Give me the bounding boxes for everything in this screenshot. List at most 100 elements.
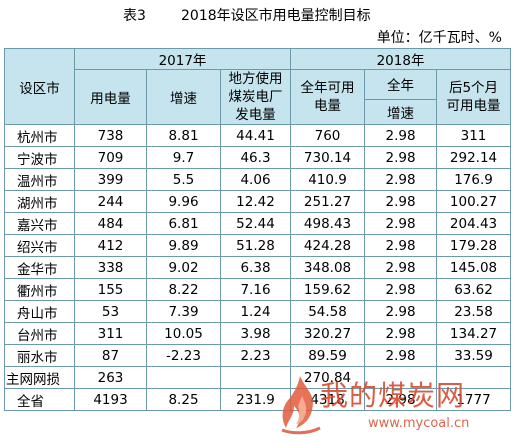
- value-cell: 4.06: [219, 168, 292, 191]
- table-row: 主网网损 263 270.84: [4, 366, 512, 389]
- value-cell: 738: [74, 124, 147, 147]
- header-full-year-growth: 增速: [364, 98, 438, 126]
- table-caption: 2018年设区市用电量控制目标: [181, 8, 371, 24]
- table-row: 嘉兴市 484 6.81 52.44 498.43 2.98 204.43: [4, 212, 512, 235]
- value-cell: 424.28: [290, 234, 366, 257]
- value-cell: 7.39: [146, 300, 221, 323]
- region-cell: 温州市: [4, 168, 75, 191]
- value-cell: 270.84: [290, 366, 366, 389]
- header-region: 设区市: [4, 48, 75, 125]
- value-cell: 87: [74, 344, 147, 367]
- value-cell: 176.9: [436, 168, 512, 191]
- header-growth: 增速: [146, 69, 221, 125]
- value-cell: 348.08: [290, 256, 366, 279]
- value-cell: 244: [74, 190, 147, 213]
- region-cell: 宁波市: [4, 146, 75, 169]
- value-cell: -2.23: [146, 344, 221, 367]
- table-row: 台州市 311 10.05 3.98 320.27 2.98 134.27: [4, 322, 512, 345]
- watermark-url: www.mycoal.cn: [368, 416, 470, 431]
- value-cell: 4318: [290, 388, 366, 411]
- value-cell: 498.43: [290, 212, 366, 235]
- value-cell: 204.43: [436, 212, 512, 235]
- table-row: 杭州市 738 8.81 44.41 760 2.98 311: [4, 124, 512, 147]
- header-full-year: 全年: [364, 69, 438, 100]
- value-cell: 8.25: [146, 388, 221, 411]
- value-cell: 311: [74, 322, 147, 345]
- value-cell: 5.5: [146, 168, 221, 191]
- value-cell: 311: [436, 124, 512, 147]
- value-cell: 412: [74, 234, 147, 257]
- value-cell: 8.22: [146, 278, 221, 301]
- value-cell: 2.98: [364, 388, 438, 411]
- value-cell: 52.44: [219, 212, 292, 235]
- value-cell: 9.96: [146, 190, 221, 213]
- value-cell: 155: [74, 278, 147, 301]
- value-cell: 410.9: [290, 168, 366, 191]
- value-cell: 3.98: [219, 322, 292, 345]
- header-2017: 2017年: [73, 48, 292, 70]
- value-cell: 730.14: [290, 146, 366, 169]
- table-row: 丽水市 87 -2.23 2.23 89.59 2.98 33.59: [4, 344, 512, 367]
- header-last5-months: 后5个月 可用电量: [436, 69, 512, 125]
- value-cell: 1777: [436, 388, 512, 411]
- value-cell: 2.98: [364, 168, 438, 191]
- value-cell: 54.58: [290, 300, 366, 323]
- value-cell: 2.98: [364, 322, 438, 345]
- region-cell: 绍兴市: [4, 234, 75, 257]
- value-cell: 33.59: [436, 344, 512, 367]
- table-row: 舟山市 53 7.39 1.24 54.58 2.98 23.58: [4, 300, 512, 323]
- value-cell: 263: [74, 366, 147, 389]
- value-cell: 709: [74, 146, 147, 169]
- value-cell: 1.24: [219, 300, 292, 323]
- value-cell: [436, 366, 512, 389]
- region-cell: 嘉兴市: [4, 212, 75, 235]
- value-cell: 44.41: [219, 124, 292, 147]
- value-cell: 10.05: [146, 322, 221, 345]
- value-cell: 2.98: [364, 256, 438, 279]
- table-row: 金华市 338 9.02 6.38 348.08 2.98 145.08: [4, 256, 512, 279]
- value-cell: 399: [74, 168, 147, 191]
- value-cell: 179.28: [436, 234, 512, 257]
- value-cell: 4193: [74, 388, 147, 411]
- value-cell: 2.98: [364, 190, 438, 213]
- header-annual-available: 全年可用 电量: [290, 69, 366, 125]
- value-cell: 2.98: [364, 278, 438, 301]
- table-row: 湖州市 244 9.96 12.42 251.27 2.98 100.27: [4, 190, 512, 213]
- region-cell: 衢州市: [4, 278, 75, 301]
- value-cell: 53: [74, 300, 147, 323]
- value-cell: 320.27: [290, 322, 366, 345]
- value-cell: 2.23: [219, 344, 292, 367]
- value-cell: 9.89: [146, 234, 221, 257]
- value-cell: 159.62: [290, 278, 366, 301]
- table-row: 全省 4193 8.25 231.9 4318 2.98 1777: [4, 388, 512, 411]
- region-cell: 全省: [4, 388, 75, 411]
- value-cell: 46.3: [219, 146, 292, 169]
- value-cell: [146, 366, 221, 389]
- unit-label: 单位：亿千瓦时、%: [376, 30, 502, 46]
- table-row: 宁波市 709 9.7 46.3 730.14 2.98 292.14: [4, 146, 512, 169]
- value-cell: 12.42: [219, 190, 292, 213]
- value-cell: 760: [290, 124, 366, 147]
- table-row: 衢州市 155 8.22 7.16 159.62 2.98 63.62: [4, 278, 512, 301]
- value-cell: 134.27: [436, 322, 512, 345]
- region-cell: 主网网损: [4, 366, 75, 389]
- value-cell: 2.98: [364, 146, 438, 169]
- value-cell: 6.81: [146, 212, 221, 235]
- value-cell: 63.62: [436, 278, 512, 301]
- value-cell: 8.81: [146, 124, 221, 147]
- region-cell: 金华市: [4, 256, 75, 279]
- value-cell: 251.27: [290, 190, 366, 213]
- value-cell: 338: [74, 256, 147, 279]
- value-cell: 2.98: [364, 344, 438, 367]
- table-title: 表3 2018年设区市用电量控制目标: [0, 5, 516, 25]
- value-cell: 9.7: [146, 146, 221, 169]
- value-cell: 23.58: [436, 300, 512, 323]
- value-cell: 7.16: [219, 278, 292, 301]
- table-row: 温州市 399 5.5 4.06 410.9 2.98 176.9: [4, 168, 512, 191]
- header-coal-power: 地方使用 煤炭电厂 发电量: [219, 69, 292, 125]
- value-cell: 89.59: [290, 344, 366, 367]
- region-cell: 湖州市: [4, 190, 75, 213]
- value-cell: 2.98: [364, 300, 438, 323]
- header-electricity: 用电量: [74, 69, 147, 125]
- value-cell: [364, 366, 438, 389]
